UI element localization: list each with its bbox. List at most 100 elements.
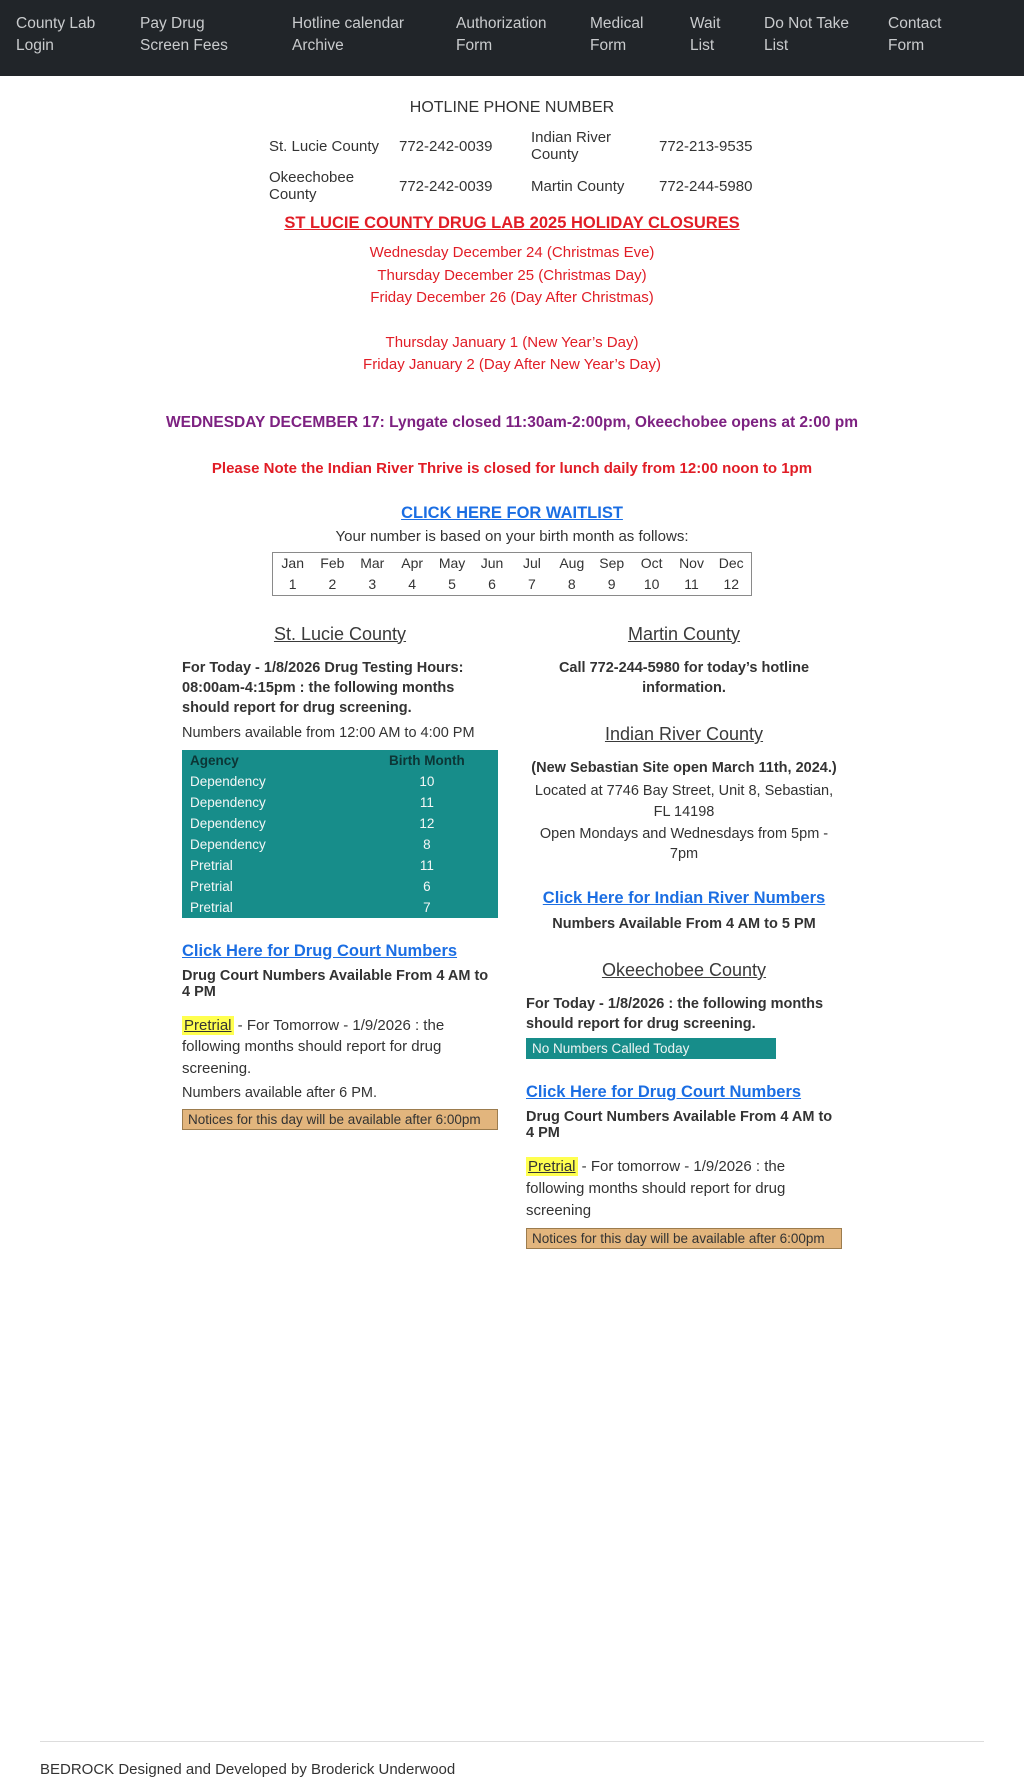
agency-cell: Dependency	[182, 770, 356, 792]
birth-month-header: Birth Month	[355, 749, 498, 771]
okeechobee-today-line: For Today - 1/8/2026 : the following mon…	[526, 995, 824, 1033]
okeechobee-section: Okeechobee County For Today - 1/8/2026 :…	[526, 960, 842, 1249]
agency-cell: Dependency	[182, 791, 356, 813]
hotline-phone-title: HOTLINE PHONE NUMBER	[409, 99, 615, 116]
agency-cell: Pretrial	[182, 896, 356, 918]
indian-river-numbers-hours: Numbers Available From 4 AM to 5 PM	[552, 915, 816, 932]
county-name: St. Lucie County	[269, 137, 380, 155]
st-lucie-drug-court-link[interactable]: Click Here for Drug Court Numbers	[182, 941, 458, 960]
footer-credit: BEDROCK Designed and Developed by Broder…	[40, 1760, 456, 1778]
nav-hotline-calendar-archive[interactable]: Hotline calendar Archive	[292, 15, 405, 55]
table-row: Dependency 10	[182, 770, 498, 792]
right-column: Martin County Call 772-244-5980 for toda…	[526, 624, 842, 1249]
month-number: 2	[328, 576, 337, 592]
county-name: Martin County	[531, 177, 625, 195]
month-number: 3	[368, 576, 377, 592]
st-lucie-numbers-after: Numbers available after 6 PM.	[182, 1084, 378, 1101]
month-label: May	[438, 555, 466, 571]
month-label: Jul	[522, 555, 541, 571]
month-label: Apr	[401, 555, 424, 571]
indian-river-heading: Indian River County	[604, 724, 764, 745]
footer: BEDROCK Designed and Developed by Broder…	[40, 1740, 984, 1778]
birth-month-cell: 12	[355, 812, 498, 834]
month-number: 10	[643, 576, 660, 592]
month-number: 11	[684, 576, 699, 592]
indian-river-numbers-link[interactable]: Click Here for Indian River Numbers	[542, 888, 826, 907]
st-lucie-today-line: For Today - 1/8/2026 Drug Testing Hours:…	[182, 659, 464, 717]
st-lucie-notice-box: Notices for this day will be available a…	[182, 1109, 498, 1131]
month-number: 12	[723, 576, 740, 592]
martin-info: Call 772-244-5980 for today’s hotline in…	[558, 659, 810, 696]
nav-medical-form[interactable]: Medical Form	[590, 15, 644, 55]
birth-month-cell: 11	[355, 791, 498, 813]
birth-month-intro: Your number is based on your birth month…	[335, 527, 689, 545]
county-name: Indian River County	[531, 129, 612, 163]
month-number: 1	[288, 576, 297, 592]
st-lucie-drug-court-hours: Drug Court Numbers Available From 4 AM t…	[182, 967, 489, 1000]
month-label: Aug	[559, 555, 585, 571]
agency-header: Agency	[182, 749, 356, 771]
okeechobee-heading: Okeechobee County	[601, 959, 767, 980]
nav-county-lab-login[interactable]: County Lab Login	[16, 15, 96, 55]
agency-cell: Dependency	[182, 812, 356, 834]
table-row: Dependency 8	[182, 833, 498, 855]
month-number: 8	[567, 576, 576, 592]
county-phone: 772-242-0039	[399, 137, 493, 155]
closure-line: Thursday January 1 (New Year’s Day)	[385, 333, 639, 351]
indian-river-section: Indian River County (New Sebastian Site …	[526, 724, 842, 934]
indian-river-hours: Open Mondays and Wednesdays from 5pm - 7…	[539, 825, 829, 863]
lunch-closure-note: Please Note the Indian River Thrive is c…	[211, 459, 813, 477]
nav-wait-list[interactable]: Wait List	[690, 15, 721, 55]
month-number: 7	[527, 576, 536, 592]
table-row: Jan Feb Mar Apr May Jun Jul Aug Sep Oct …	[273, 552, 752, 574]
table-row: Dependency 11	[182, 791, 498, 813]
table-row: 1 2 3 4 5 6 7 8 9 10 11 12	[273, 574, 752, 596]
st-lucie-pretrial-line: Pretrial - For Tomorrow - 1/9/2026 : the…	[182, 1015, 498, 1080]
closure-line: Friday January 2 (Day After New Year’s D…	[363, 356, 661, 373]
table-row: Pretrial 7	[182, 896, 498, 918]
table-row: Pretrial 11	[182, 854, 498, 876]
month-label: Feb	[320, 555, 345, 571]
closures-title: ST LUCIE COUNTY DRUG LAB 2025 HOLIDAY CL…	[284, 214, 740, 232]
okeechobee-drug-court-hours: Drug Court Numbers Available From 4 AM t…	[526, 1109, 833, 1142]
holiday-closures: ST LUCIE COUNTY DRUG LAB 2025 HOLIDAY CL…	[40, 214, 984, 377]
month-number: 5	[448, 576, 456, 592]
table-row: Dependency 12	[182, 812, 498, 834]
month-label: Mar	[360, 555, 385, 571]
pretrial-text: - For Tomorrow - 1/9/2026 : the followin…	[182, 1016, 445, 1078]
agency-cell: Pretrial	[182, 875, 356, 897]
okeechobee-drug-court-link[interactable]: Click Here for Drug Court Numbers	[526, 1083, 802, 1102]
birth-month-cell: 6	[355, 875, 498, 897]
closure-line: Friday December 26 (Day After Christmas)	[370, 289, 654, 306]
st-lucie-section: St. Lucie County For Today - 1/8/2026 Dr…	[182, 624, 498, 1249]
waitlist-link[interactable]: CLICK HERE FOR WAITLIST	[401, 503, 623, 522]
pretrial-highlight: Pretrial	[526, 1157, 578, 1177]
indian-river-address: Located at 7746 Bay Street, Unit 8, Seba…	[534, 783, 834, 820]
table-header-row: Agency Birth Month	[182, 749, 498, 771]
agency-cell: Dependency	[182, 833, 356, 855]
nav-contact-form[interactable]: Contact Form	[888, 15, 942, 55]
okeechobee-notice-box: Notices for this day will be available a…	[526, 1227, 842, 1249]
hotline-phone-table: St. Lucie County 772-242-0039 Indian Riv…	[267, 126, 757, 206]
month-label: Nov	[679, 555, 704, 571]
nav-pay-drug-screen-fees[interactable]: Pay Drug Screen Fees	[140, 15, 228, 55]
table-row: Okeechobee County 772-242-0039 Martin Co…	[267, 166, 757, 206]
month-number: 4	[408, 576, 417, 592]
month-number: 9	[607, 576, 616, 592]
st-lucie-numbers-window: Numbers available from 12:00 AM to 4:00 …	[182, 725, 475, 742]
nav-authorization-form[interactable]: Authorization Form	[456, 15, 547, 55]
nav-do-not-take-list[interactable]: Do Not Take List	[764, 15, 850, 55]
martin-section: Martin County Call 772-244-5980 for toda…	[526, 624, 842, 699]
closure-line: Thursday December 25 (Christmas Day)	[377, 266, 647, 284]
st-lucie-birth-month-table: Agency Birth Month Dependency 10 Depende…	[182, 749, 498, 918]
indian-river-new-site: (New Sebastian Site open March 11th, 202…	[531, 760, 837, 777]
month-label: Jun	[480, 555, 504, 571]
agency-cell: Pretrial	[182, 854, 356, 876]
birth-month-cell: 10	[355, 770, 498, 792]
birth-month-table: Jan Feb Mar Apr May Jun Jul Aug Sep Oct …	[272, 551, 752, 596]
month-label: Oct	[640, 555, 663, 571]
top-navbar: County Lab Login Pay Drug Screen Fees Ho…	[0, 0, 1024, 76]
county-phone: 772-242-0039	[399, 177, 493, 195]
martin-heading: Martin County	[627, 623, 741, 644]
month-label: Dec	[718, 555, 744, 571]
